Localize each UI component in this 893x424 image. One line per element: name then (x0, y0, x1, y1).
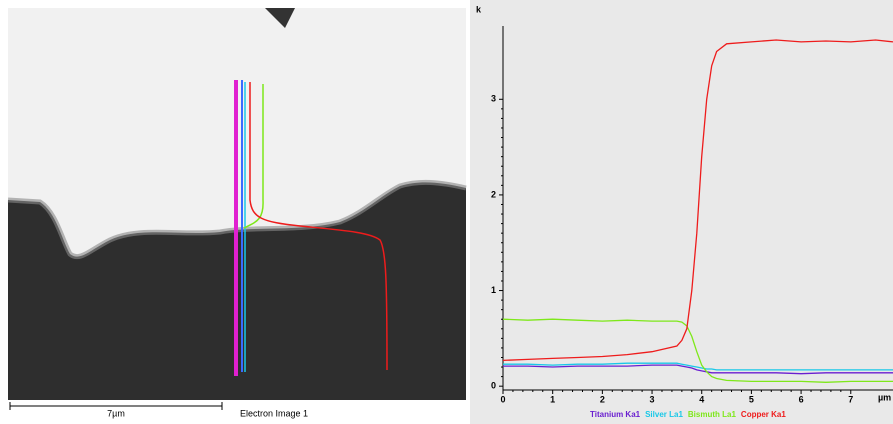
scale-bar-label: 7µm (107, 408, 125, 418)
chart-background (470, 0, 893, 424)
x-tick-label: 0 (500, 394, 505, 404)
x-tick-label: 2 (600, 394, 605, 404)
x-tick-label: 7 (848, 394, 853, 404)
series-line (503, 364, 893, 375)
x-tick-label: 1 (550, 394, 555, 404)
legend-entry: Titanium Ka1 (590, 410, 641, 419)
series-line (502, 318, 893, 383)
y-tick-label: 2 (491, 189, 496, 199)
x-axis-label: µm (878, 392, 891, 402)
series-line (502, 39, 893, 362)
legend-entry: Copper Ka1 (741, 410, 786, 419)
electron-image (7, 8, 467, 410)
y-axis-label: k (476, 4, 482, 14)
chart: 0 1 2 3 0 1 2 3 4 5 6 7 (491, 26, 893, 404)
legend-entry: Bismuth La1 (688, 410, 737, 419)
x-tick-label: 3 (650, 394, 655, 404)
x-tick-label: 4 (699, 394, 704, 404)
x-tick-label: 5 (749, 394, 754, 404)
y-tick-label: 3 (491, 94, 496, 104)
legend-entry: Silver La1 (645, 410, 683, 419)
y-tick-label: 1 (491, 285, 496, 295)
series-line (503, 362, 893, 371)
y-tick-label: 0 (491, 381, 496, 391)
legend: Titanium Ka1 Silver La1 Bismuth La1 Copper … (590, 410, 786, 419)
image-caption: Electron Image 1 (240, 408, 308, 418)
x-tick-label: 6 (799, 394, 804, 404)
